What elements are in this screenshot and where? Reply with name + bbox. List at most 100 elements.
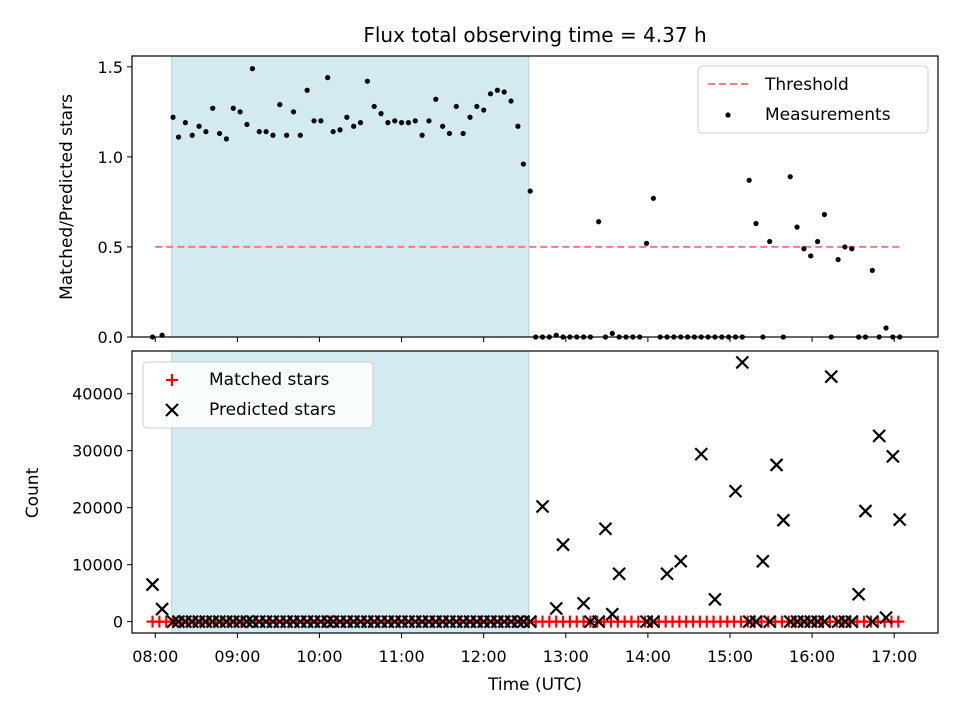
predicted-star-marker bbox=[886, 449, 900, 464]
predicted-star-marker bbox=[735, 355, 750, 370]
measurement-point bbox=[650, 195, 656, 201]
bottom-y-axis-label: Count bbox=[23, 467, 43, 518]
measurement-point bbox=[392, 118, 398, 124]
x-tick-label: 14:00 bbox=[625, 647, 671, 666]
y-tick-label: 0.5 bbox=[98, 238, 123, 257]
predicted-star-marker bbox=[145, 577, 160, 592]
top-legend-box bbox=[697, 65, 929, 134]
measurement-point bbox=[842, 244, 848, 250]
legend-measurements-swatch bbox=[725, 112, 731, 118]
y-tick-label: 0.0 bbox=[98, 328, 123, 347]
predicted-star-marker bbox=[879, 610, 893, 625]
legend-predicted-swatch bbox=[165, 403, 179, 417]
bottom-panel: 0 10000 20000 30000 40000 08:00 09:00 10:00 11:… bbox=[23, 350, 939, 695]
predicted-star-marker bbox=[673, 554, 688, 568]
x-tick-label: 11:00 bbox=[379, 647, 425, 666]
predicted-star-marker bbox=[166, 614, 180, 629]
x-tick-label: 09:00 bbox=[214, 647, 260, 666]
measurement-point bbox=[609, 330, 615, 336]
x-tick-label: 10:00 bbox=[296, 647, 342, 666]
measurement-point bbox=[175, 134, 182, 140]
top-y-axis-label: Matched/Predicted stars bbox=[57, 94, 77, 300]
predicted-star-marker bbox=[858, 504, 873, 518]
chart-title: Flux total observing time = 4.37 h bbox=[363, 23, 706, 47]
y-tick-label: 1.5 bbox=[98, 58, 123, 77]
predicted-star-marker bbox=[660, 566, 674, 581]
predicted-star-marker bbox=[824, 369, 839, 384]
measurement-point bbox=[203, 129, 209, 135]
measurement-point bbox=[182, 120, 188, 126]
predicted-star-marker bbox=[523, 614, 537, 629]
measurement-point bbox=[801, 246, 807, 252]
measurement-point bbox=[325, 75, 331, 81]
top-x-ticks bbox=[154, 337, 895, 342]
measurement-point bbox=[210, 105, 216, 111]
top-highlight-span bbox=[171, 55, 530, 338]
predicted-star-marker bbox=[776, 513, 791, 527]
bottom-y-ticks: 0 10000 20000 30000 40000 bbox=[72, 385, 132, 632]
bottom-legend-box bbox=[142, 361, 374, 429]
x-tick-label: 08:00 bbox=[132, 647, 178, 666]
measurement-point bbox=[230, 105, 236, 111]
x-axis-label: Time (UTC) bbox=[487, 675, 582, 695]
predicted-star-marker bbox=[728, 484, 743, 498]
measurement-point bbox=[494, 87, 500, 93]
measurement-point bbox=[835, 256, 841, 263]
predicted-star-marker bbox=[612, 566, 626, 581]
measurement-point bbox=[821, 211, 828, 218]
measurement-point bbox=[196, 123, 202, 129]
measurement-point bbox=[237, 109, 243, 115]
measurement-point bbox=[474, 103, 480, 110]
predicted-star-marker bbox=[845, 614, 859, 629]
measurement-point bbox=[337, 127, 343, 133]
measurement-point bbox=[170, 114, 176, 120]
measurement-point bbox=[398, 120, 405, 126]
predicted-star-marker bbox=[598, 521, 613, 536]
measurement-point bbox=[371, 103, 377, 110]
x-tick-label: 15:00 bbox=[707, 647, 753, 666]
measurement-point bbox=[297, 132, 303, 138]
legend-threshold-label: Threshold bbox=[764, 75, 849, 95]
predicted-star-marker bbox=[694, 447, 709, 461]
measurement-point bbox=[263, 129, 269, 135]
predicted-star-marker bbox=[865, 614, 880, 629]
predicted-star-marker bbox=[851, 587, 866, 602]
measurement-point bbox=[357, 120, 364, 126]
predicted-star-marker bbox=[749, 614, 763, 629]
measurement-point bbox=[385, 120, 391, 126]
measurement-point bbox=[330, 129, 336, 135]
predicted-star-marker bbox=[646, 614, 661, 629]
measurement-point bbox=[304, 87, 310, 93]
measurement-point bbox=[419, 132, 425, 138]
bottom-legend: Matched stars Predicted stars bbox=[142, 361, 374, 429]
x-tick-label: 12:00 bbox=[461, 647, 507, 666]
predicted-star-markers bbox=[145, 355, 907, 629]
bottom-axes-frame bbox=[131, 350, 939, 634]
predicted-star-marker bbox=[556, 537, 570, 552]
measurement-point bbox=[501, 89, 507, 95]
y-tick-label: 0 bbox=[113, 613, 123, 632]
predicted-star-marker bbox=[240, 614, 254, 629]
measurement-point bbox=[787, 174, 793, 180]
top-legend: Threshold Measurements bbox=[697, 65, 929, 134]
measurement-point bbox=[433, 96, 439, 102]
measurement-point bbox=[767, 238, 773, 245]
x-tick-label: 16:00 bbox=[789, 647, 835, 666]
predicted-star-marker bbox=[762, 614, 777, 629]
measurement-point bbox=[808, 253, 814, 259]
measurement-point bbox=[440, 123, 446, 129]
measurement-point bbox=[508, 98, 514, 104]
measurement-point bbox=[412, 118, 418, 124]
measurement-point bbox=[277, 102, 283, 108]
matched-star-marker bbox=[892, 615, 905, 628]
measurement-point bbox=[446, 130, 453, 137]
y-tick-label: 40000 bbox=[72, 385, 123, 404]
measurement-point bbox=[527, 188, 533, 194]
y-tick-label: 10000 bbox=[72, 556, 123, 575]
measurement-point bbox=[426, 118, 432, 124]
measurement-point bbox=[515, 123, 521, 129]
predicted-star-marker bbox=[320, 614, 335, 629]
y-tick-label: 20000 bbox=[72, 499, 123, 518]
predicted-star-marker bbox=[769, 458, 784, 472]
measurement-point bbox=[256, 129, 262, 135]
